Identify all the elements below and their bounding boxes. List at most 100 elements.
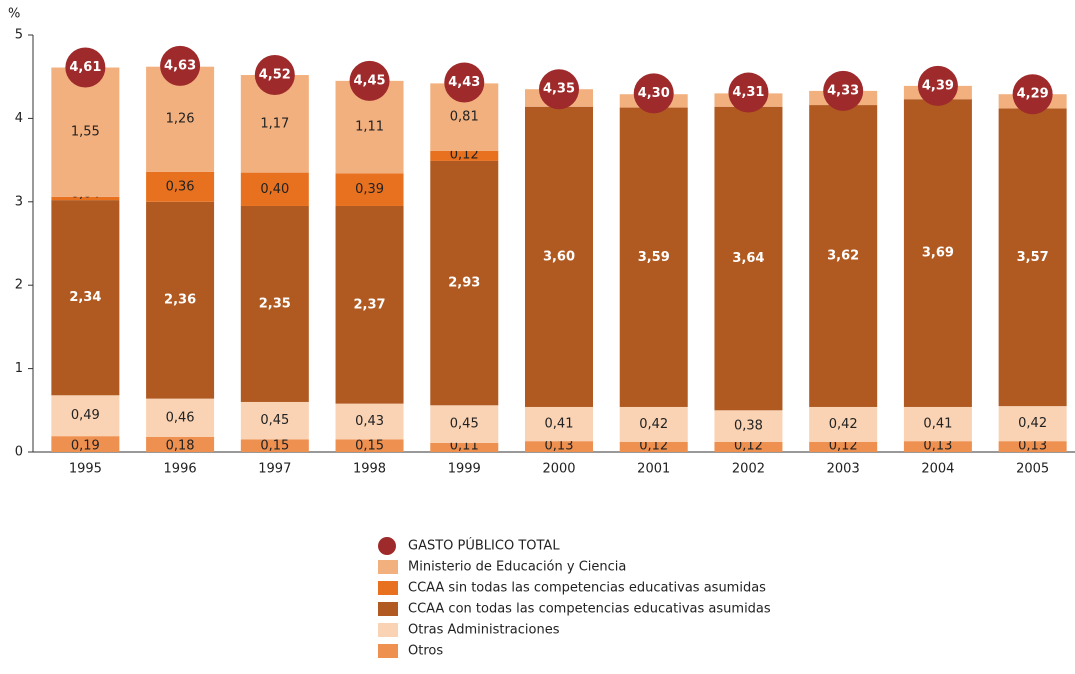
bar-segment — [335, 403, 404, 440]
value-label: 0,40 — [260, 182, 289, 197]
x-tick-label: 2000 — [542, 462, 575, 477]
total-label: 4,45 — [354, 73, 386, 88]
value-label: 0,13 — [545, 439, 574, 454]
value-label: 0,15 — [260, 439, 289, 454]
x-tick-label: 1995 — [69, 462, 102, 477]
bar-segment — [714, 106, 783, 411]
bar-segment — [240, 205, 309, 402]
value-label: 0,38 — [734, 419, 763, 434]
total-marker — [349, 60, 390, 101]
bar-segment — [146, 171, 215, 202]
bar-segment — [430, 405, 499, 443]
bar-segment — [146, 201, 215, 399]
total-marker — [160, 45, 201, 86]
value-label: 1,55 — [71, 125, 100, 140]
bar-segment — [51, 395, 120, 437]
value-label: 0,42 — [829, 417, 858, 432]
bar-segment — [809, 406, 878, 442]
value-label: 0,12 — [829, 439, 858, 454]
bar-segment — [335, 205, 404, 404]
legend-label: Ministerio de Educación y Ciencia — [408, 560, 626, 575]
x-tick-label: 1996 — [164, 462, 197, 477]
bar-segment — [525, 406, 593, 442]
bar-segment — [146, 398, 215, 437]
legend-marker — [378, 537, 396, 555]
value-label: 3,57 — [1017, 250, 1049, 265]
bar-segment — [430, 160, 499, 406]
value-label: 0,41 — [923, 417, 952, 432]
y-axis-label: % — [8, 7, 20, 22]
bar-segment — [714, 441, 783, 452]
bar-segment — [998, 406, 1067, 442]
value-label: 2,93 — [448, 276, 480, 291]
x-tick-label: 2004 — [921, 462, 954, 477]
total-label: 4,52 — [259, 68, 291, 83]
value-label: 0,81 — [450, 110, 479, 125]
total-label: 4,43 — [448, 75, 480, 90]
value-label: 0,13 — [923, 439, 952, 454]
legend-swatch — [378, 581, 398, 595]
value-label: 0,12 — [639, 439, 668, 454]
value-label: 0,39 — [355, 182, 384, 197]
value-label: 0,45 — [450, 417, 479, 432]
y-tick-label: 2 — [15, 278, 23, 293]
x-tick-label: 1998 — [353, 462, 386, 477]
value-label: 1,11 — [355, 120, 384, 135]
value-label: 0,49 — [71, 408, 100, 423]
value-label: 0,42 — [639, 417, 668, 432]
legend-label: CCAA con todas las competencias educativ… — [408, 602, 771, 617]
total-label: 4,61 — [69, 60, 101, 75]
value-label: 0,36 — [166, 179, 195, 194]
value-label: 3,69 — [922, 246, 954, 261]
bar-segment — [809, 105, 878, 407]
value-label: 1,26 — [166, 112, 195, 127]
x-tick-label: 2003 — [827, 462, 860, 477]
total-marker — [917, 65, 958, 106]
value-label: 0,42 — [1018, 416, 1047, 431]
value-label: 2,35 — [259, 296, 291, 311]
total-marker — [254, 55, 295, 96]
value-label: 0,45 — [260, 413, 289, 428]
value-label: 0,41 — [545, 417, 574, 432]
total-label: 4,63 — [164, 58, 196, 73]
value-label: 2,36 — [164, 293, 196, 308]
bar-segment — [430, 150, 499, 161]
bar-segment — [714, 410, 783, 442]
bar-segment — [51, 196, 120, 201]
bar-segment — [903, 99, 972, 407]
value-label: 0,13 — [1018, 439, 1047, 454]
x-tick-label: 1999 — [448, 462, 481, 477]
bar-segment — [619, 406, 688, 442]
legend-swatch — [378, 623, 398, 637]
total-label: 4,31 — [732, 85, 764, 100]
bar-segment — [809, 441, 878, 452]
y-tick-label: 5 — [15, 28, 23, 43]
total-marker — [823, 70, 864, 111]
value-label: 3,60 — [543, 249, 575, 264]
total-marker — [444, 62, 485, 103]
bar-segment — [51, 200, 120, 396]
bar-segment — [903, 441, 972, 452]
bar-segment — [240, 172, 309, 206]
legend-label: GASTO PÚBLICO TOTAL — [408, 538, 560, 554]
value-label: 0,18 — [166, 439, 195, 454]
bar-segment — [335, 439, 404, 452]
bar-segment — [240, 401, 309, 440]
x-tick-label: 2002 — [732, 462, 765, 477]
value-label: 2,37 — [354, 297, 386, 312]
value-label: 3,62 — [827, 249, 859, 264]
bar-segment — [525, 441, 593, 452]
x-tick-label: 2001 — [637, 462, 670, 477]
value-label: 2,34 — [69, 290, 101, 305]
bar-segment — [998, 108, 1067, 407]
bar-segment — [525, 106, 593, 407]
value-label: 0,15 — [355, 439, 384, 454]
bar-segment — [903, 406, 972, 442]
total-label: 4,35 — [543, 82, 575, 97]
total-label: 4,30 — [638, 86, 670, 101]
bar-segment — [430, 442, 499, 452]
value-label: 3,59 — [638, 250, 670, 265]
total-label: 4,29 — [1017, 87, 1049, 102]
bar-segment — [51, 67, 120, 197]
value-label: 0,12 — [734, 439, 763, 454]
